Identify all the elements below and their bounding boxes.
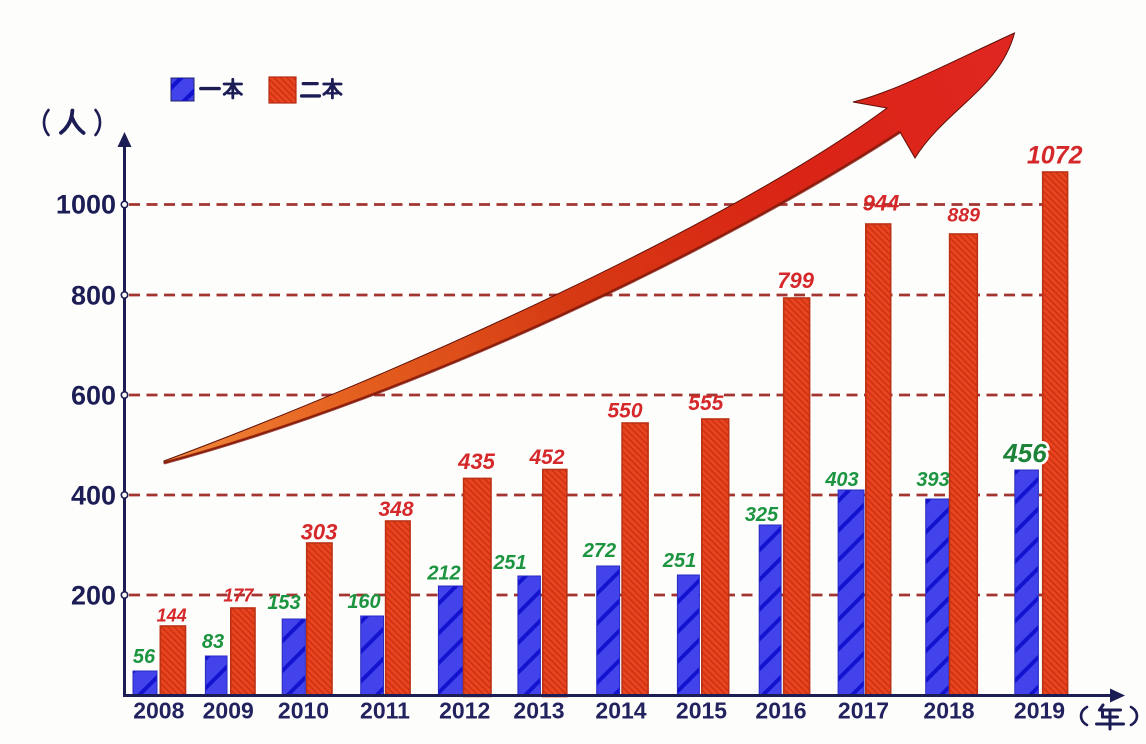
svg-text:348: 348 <box>378 498 413 521</box>
svg-text:889: 889 <box>947 205 980 227</box>
svg-text:200: 200 <box>71 581 116 611</box>
svg-text:1000: 1000 <box>56 190 116 220</box>
svg-text:2013: 2013 <box>513 698 564 724</box>
svg-text:2010: 2010 <box>278 698 329 724</box>
svg-text:160: 160 <box>347 591 380 613</box>
svg-text:212: 212 <box>426 563 460 585</box>
svg-text:456: 456 <box>1002 438 1047 468</box>
svg-text:2016: 2016 <box>755 698 806 724</box>
svg-text:799: 799 <box>777 268 814 293</box>
svg-text:2012: 2012 <box>439 698 490 724</box>
svg-text:177: 177 <box>223 586 254 606</box>
svg-text:403: 403 <box>824 469 858 491</box>
svg-text:435: 435 <box>457 449 495 474</box>
svg-text:2011: 2011 <box>360 698 410 724</box>
svg-text:2017: 2017 <box>838 698 889 724</box>
svg-text:56: 56 <box>133 646 156 668</box>
svg-text:2015: 2015 <box>676 698 727 724</box>
svg-text:153: 153 <box>267 592 300 614</box>
svg-text:600: 600 <box>71 381 116 411</box>
svg-text:400: 400 <box>71 481 116 511</box>
svg-text:83: 83 <box>202 631 224 653</box>
svg-text:393: 393 <box>916 469 949 491</box>
svg-text:2014: 2014 <box>595 698 646 724</box>
svg-text:251: 251 <box>662 550 696 572</box>
svg-text:800: 800 <box>71 281 116 311</box>
svg-text:944: 944 <box>863 191 900 216</box>
svg-text:2009: 2009 <box>203 698 254 724</box>
svg-text:1072: 1072 <box>1027 142 1083 170</box>
svg-text:144: 144 <box>157 605 187 625</box>
svg-text:452: 452 <box>528 446 564 469</box>
svg-text:2018: 2018 <box>923 698 974 724</box>
svg-text:555: 555 <box>688 392 723 415</box>
svg-text:550: 550 <box>607 400 642 423</box>
svg-text:251: 251 <box>492 552 526 574</box>
svg-text:303: 303 <box>301 520 338 545</box>
svg-text:272: 272 <box>582 540 616 562</box>
svg-text:2019: 2019 <box>1014 698 1065 724</box>
svg-text:2008: 2008 <box>133 698 184 724</box>
svg-text:325: 325 <box>745 504 779 526</box>
